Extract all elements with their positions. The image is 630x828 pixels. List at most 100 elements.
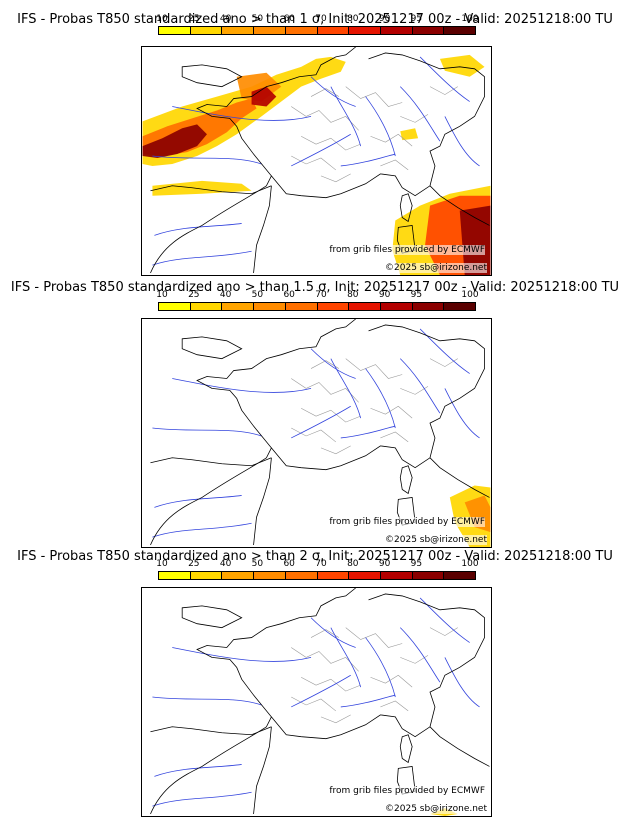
colorbar-segment — [349, 27, 381, 34]
colorbar-tick-label: 90 — [378, 559, 391, 569]
panel-2: IFS - Probas T850 standardized ano > tha… — [0, 272, 630, 548]
river — [154, 495, 242, 508]
coastline-border — [253, 185, 272, 274]
colorbar-tick-label: 10 — [156, 559, 168, 569]
river — [310, 348, 356, 379]
probability-area — [152, 180, 252, 196]
probability-area — [400, 128, 419, 141]
admin-border — [320, 173, 351, 183]
coastline-border — [429, 726, 490, 767]
river — [399, 358, 441, 414]
colorbar-segment — [190, 572, 223, 579]
colorbar-tick-label: 60 — [283, 559, 295, 569]
colorbar-segment — [254, 303, 286, 310]
admin-border — [291, 427, 337, 443]
colorbar-segment — [349, 303, 381, 310]
river — [154, 764, 242, 777]
colorbar-segment — [444, 27, 476, 34]
colorbar-tick-label: 90 — [378, 290, 391, 300]
colorbar-tick-label: 100 — [461, 559, 479, 569]
probability-area — [439, 54, 485, 77]
river — [330, 358, 361, 419]
map-canvas — [150, 588, 490, 816]
colorbar-segment — [285, 303, 318, 310]
colorbar-tick-label: 25 — [188, 559, 200, 569]
coastline-border — [253, 726, 272, 815]
river — [340, 425, 396, 439]
colorbar-segment — [349, 572, 381, 579]
river — [444, 657, 480, 708]
admin-border — [310, 88, 339, 97]
coastline-border — [429, 185, 490, 226]
river — [365, 368, 396, 429]
admin-border — [310, 629, 339, 638]
admin-border — [429, 358, 458, 367]
admin-border — [291, 106, 359, 131]
coastline-border — [181, 64, 243, 88]
colorbar-segment — [317, 303, 350, 310]
river — [291, 405, 351, 439]
admin-border — [370, 405, 413, 419]
colorbar-segment — [444, 303, 476, 310]
colorbar-segment — [222, 303, 255, 310]
river — [154, 223, 242, 236]
river — [419, 56, 470, 102]
river — [291, 133, 351, 167]
admin-border — [345, 627, 403, 648]
panel-1: IFS - Probas T850 standardized ano > tha… — [0, 0, 630, 276]
coastline-border — [253, 457, 272, 546]
admin-border — [370, 674, 413, 688]
river — [444, 388, 480, 439]
colorbar-segment — [285, 27, 318, 34]
colorbar-tick-label: 70 — [315, 290, 327, 300]
river — [172, 378, 312, 393]
admin-border — [345, 358, 403, 379]
coastline-border — [181, 605, 243, 629]
colorbar-tick-label: 80 — [347, 14, 359, 24]
island-outline — [399, 465, 413, 495]
coastline-border — [271, 324, 485, 471]
admin-border — [400, 655, 429, 664]
colorbar-segment — [380, 27, 413, 34]
colorbar-segment — [190, 303, 223, 310]
colorbar — [158, 26, 476, 35]
colorbar-segment — [159, 303, 191, 310]
colorbar-tick-label: 10 — [156, 290, 168, 300]
river — [172, 106, 312, 121]
colorbar-tick-label: 25 — [188, 290, 200, 300]
grib-credit: from grib files provided by ECMWF — [329, 517, 485, 527]
river — [399, 86, 441, 142]
probability-area — [459, 205, 491, 275]
probability-area — [142, 124, 207, 159]
grib-credit: from grib files provided by ECMWF — [329, 245, 485, 255]
panel-title: IFS - Probas T850 standardized ano > tha… — [17, 549, 613, 564]
colorbar-tick-label: 80 — [347, 290, 359, 300]
river — [330, 86, 361, 147]
admin-border — [320, 714, 351, 724]
map-canvas — [150, 319, 491, 547]
panel-title: IFS - Probas T850 standardized ano > tha… — [17, 12, 613, 27]
admin-border — [300, 135, 361, 151]
river — [330, 627, 361, 688]
probability-map: from grib files provided by ECMWF ©2025 … — [141, 318, 492, 548]
colorbar-segment — [254, 27, 286, 34]
colorbar-tick-label: 80 — [347, 559, 359, 569]
admin-border — [429, 627, 458, 636]
colorbar-segment — [444, 572, 476, 579]
colorbar-ticks: 10 25 40 50 60 70 80 90 95 100 — [156, 14, 478, 26]
river — [310, 617, 356, 648]
colorbar-segment — [412, 303, 445, 310]
colorbar-segment — [254, 572, 286, 579]
coastline-border — [150, 319, 356, 546]
colorbar-segment — [380, 572, 413, 579]
river — [419, 328, 470, 374]
colorbar-segment — [222, 572, 255, 579]
colorbar — [158, 302, 476, 311]
admin-border — [300, 407, 361, 423]
admin-border — [380, 431, 409, 443]
colorbar-tick-label: 100 — [461, 290, 479, 300]
admin-border — [380, 700, 409, 712]
coastline-border — [150, 588, 356, 815]
probability-map: from grib files provided by ECMWF ©2025 … — [141, 587, 492, 817]
admin-border — [400, 386, 429, 395]
